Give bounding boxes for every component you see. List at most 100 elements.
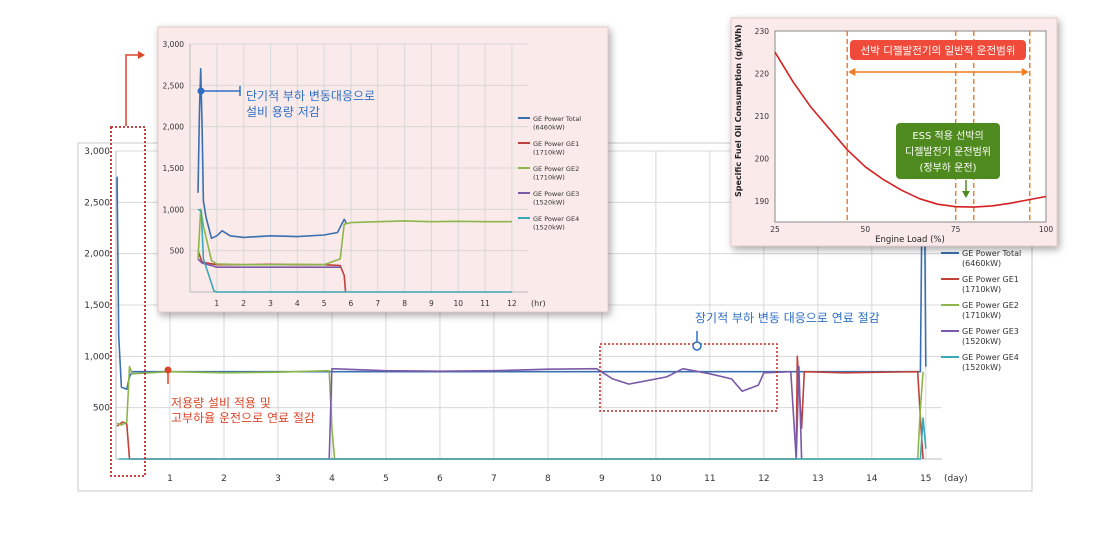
sfoc-x-tick-label: 25 — [770, 225, 780, 234]
inset-y-tick-label: 2,500 — [163, 81, 185, 90]
sfoc-x-axis-label: Engine Load (%) — [875, 235, 945, 245]
main-y-tick-label: 2,500 — [84, 198, 110, 208]
inset-y-tick-label: 2,000 — [163, 123, 185, 132]
sfoc-y-tick-label: 230 — [755, 27, 770, 36]
inset-legend-label: GE Power Total — [533, 115, 581, 123]
main-legend-label: GE Power GE3 — [962, 327, 1019, 336]
inset-y-tick-label: 3,000 — [163, 40, 185, 49]
inset-legend-label: GE Power GE3 — [533, 190, 579, 198]
inset-legend-sublabel: (1520kW) — [533, 199, 565, 207]
main-legend-label: GE Power GE1 — [962, 275, 1019, 284]
inset-x-tick-label: 6 — [349, 299, 354, 308]
main-legend-label: GE Power GE2 — [962, 301, 1019, 310]
inset-annotation-line1: 단기적 부하 변동대응으로 — [246, 89, 375, 103]
sfoc-chart: 190 200 210 220 230 25 50 75 100 Specific Fuel O… — [730, 17, 1058, 247]
main-y-tick-labels: 500 1,000 1,500 2,000 2,500 3,000 — [84, 147, 110, 414]
main-x-tick-label: 9 — [599, 474, 605, 484]
inset-x-tick-label: 11 — [480, 299, 490, 308]
inset-x-tick-label: 4 — [295, 299, 300, 308]
general-range-badge — [850, 40, 1026, 60]
main-legend-label: GE Power Total — [962, 249, 1021, 258]
inset-legend-label: GE Power GE2 — [533, 165, 579, 173]
inset-y-tick-label: 500 — [170, 247, 185, 256]
inset-x-tick-label: 2 — [241, 299, 246, 308]
inset-series-line-2 — [197, 208, 512, 266]
main-legend: GE Power Total(6460kW)GE Power GE1(1710k… — [941, 249, 1021, 372]
main-y-tick-label: 3,000 — [84, 147, 110, 157]
main-legend-label: GE Power GE4 — [962, 353, 1019, 362]
inset-x-tick-label: 8 — [402, 299, 407, 308]
main-legend-sublabel: (6460kW) — [962, 259, 1001, 268]
general-range-badge-text: 선박 디젤발전기의 일반적 운전범위 — [861, 44, 1016, 57]
main-y-tick-label: 500 — [93, 404, 110, 414]
main-x-tick-label: 11 — [704, 474, 715, 484]
main-x-unit: (day) — [944, 474, 968, 484]
low-capacity-annotation-line2: 고부하율 운전으로 연료 절감 — [171, 411, 315, 425]
main-series-lines — [116, 150, 927, 460]
main-y-tick-label: 1,000 — [84, 352, 110, 362]
inset-connector-arrow — [125, 54, 138, 126]
main-x-tick-label: 2 — [221, 474, 227, 484]
main-x-tick-label: 6 — [437, 474, 443, 484]
inset-series-lines — [197, 68, 512, 293]
main-y-tick-label: 1,500 — [84, 301, 110, 311]
sfoc-y-tick-label: 200 — [755, 154, 770, 163]
inset-connector-arrowhead — [138, 51, 145, 59]
main-x-tick-label: 5 — [383, 474, 389, 484]
low-capacity-annotation-line1: 저용량 설비 적용 및 — [171, 396, 271, 410]
inset-x-tick-label: 7 — [375, 299, 380, 308]
inset-x-tick-label: 3 — [268, 299, 273, 308]
main-x-tick-label: 8 — [545, 474, 551, 484]
inset-legend: GE Power Total(6460kW)GE Power GE1(1710k… — [518, 115, 581, 232]
sfoc-range-arrow-left — [848, 68, 856, 76]
main-x-tick-label: 1 — [167, 474, 173, 484]
inset-legend-label: GE Power GE4 — [533, 215, 579, 223]
main-x-tick-label: 13 — [812, 474, 823, 484]
inset-y-tick-labels: 500 1,000 1,500 2,000 2,500 3,000 — [163, 40, 185, 256]
sfoc-tick-labels: 190 200 210 220 230 25 50 75 100 — [755, 27, 1054, 234]
main-x-tick-label: 10 — [650, 474, 662, 484]
main-legend-sublabel: (1520kW) — [962, 363, 1001, 372]
main-legend-sublabel: (1520kW) — [962, 337, 1001, 346]
inset-y-tick-label: 1,000 — [163, 205, 185, 214]
long-term-annotation: 장기적 부하 변동 대응으로 연료 절감 — [695, 311, 880, 325]
sfoc-range-markers — [846, 31, 1031, 222]
long-term-highlight-box — [599, 343, 778, 412]
main-x-tick-label: 14 — [866, 474, 878, 484]
long-term-pointer-dot — [692, 341, 702, 351]
short-term-highlight-box — [110, 126, 146, 477]
inset-x-tick-label: 10 — [453, 299, 463, 308]
inset-legend-sublabel: (1710kW) — [533, 174, 565, 182]
ess-range-badge-line2: 디젤발전기 운전범위 — [905, 145, 991, 158]
inset-legend-sublabel: (1710kW) — [533, 149, 565, 157]
ess-range-arrowhead — [962, 191, 970, 198]
main-x-tick-label: 3 — [275, 474, 281, 484]
inset-x-tick-labels: 1 2 3 4 5 6 7 8 9 10 11 12 — [214, 299, 516, 308]
main-y-tick-label: 2,000 — [84, 250, 110, 260]
main-x-tick-labels: 1 2 3 4 5 6 7 8 9 10 11 12 13 14 15 — [167, 474, 931, 484]
main-x-tick-label: 4 — [329, 474, 335, 484]
inset-x-tick-label: 9 — [429, 299, 434, 308]
inset-x-unit: (hr) — [531, 299, 546, 308]
main-legend-sublabel: (1710kW) — [962, 285, 1001, 294]
ess-range-badge-line1: ESS 적용 선박의 — [912, 130, 983, 142]
sfoc-y-tick-label: 190 — [755, 197, 770, 206]
main-x-tick-label: 15 — [920, 474, 931, 484]
inset-annotation-line2: 설비 용량 저감 — [246, 105, 320, 119]
sfoc-y-tick-label: 220 — [755, 69, 770, 78]
sfoc-curve — [774, 51, 1047, 208]
sfoc-x-tick-label: 100 — [1039, 225, 1054, 234]
sfoc-y-tick-label: 210 — [755, 112, 770, 121]
inset-legend-label: GE Power GE1 — [533, 140, 579, 148]
sfoc-series-line-0 — [774, 51, 1047, 208]
main-legend-sublabel: (1710kW) — [962, 311, 1001, 320]
ess-range-badge — [896, 123, 1000, 179]
inset-x-tick-label: 12 — [507, 299, 517, 308]
main-x-tick-label: 12 — [758, 474, 769, 484]
inset-series-line-0 — [197, 68, 348, 240]
inset-x-tick-label: 1 — [214, 299, 219, 308]
sfoc-range-arrow-right — [1021, 68, 1029, 76]
main-series-line-4 — [118, 417, 927, 460]
